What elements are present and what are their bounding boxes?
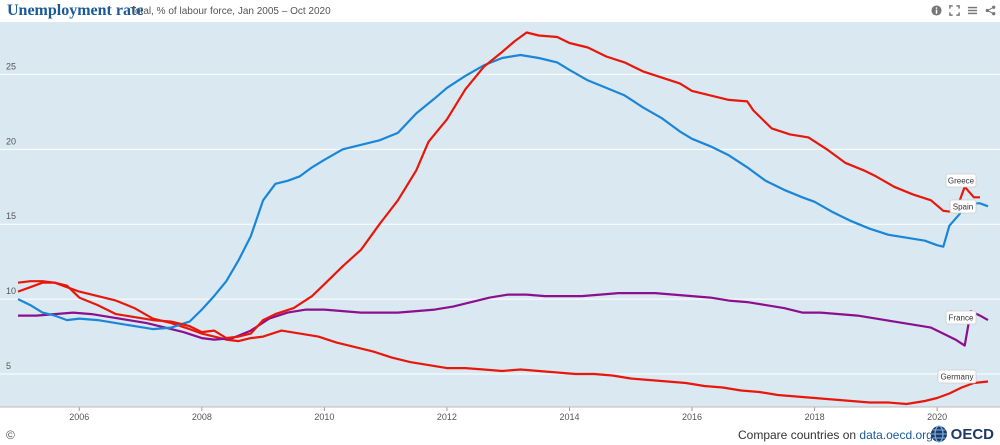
chart-subtitle: Total, % of labour force, Jan 2005 – Oct…	[130, 6, 331, 17]
x-tick-label: 2012	[437, 412, 457, 422]
compare-prefix: Compare countries on	[738, 428, 860, 442]
series-label-germany: Germany	[941, 373, 974, 382]
plot-background	[0, 22, 1000, 407]
compare-countries: Compare countries on data.oecd.org	[738, 428, 933, 442]
x-tick-label: 2016	[682, 412, 702, 422]
fullscreen-icon[interactable]	[948, 4, 960, 16]
x-tick-label: 2006	[69, 412, 89, 422]
unemployment-line-chart: 5 10 15 20 25 2006 2008 2010 2012 2014 2016 2018 202…	[0, 22, 1000, 422]
label-box-france	[945, 310, 977, 325]
y-tick-label: 25	[6, 61, 16, 71]
share-icon[interactable]	[984, 4, 996, 16]
chart-header: Unemployment rate Total, % of labour for…	[0, 0, 1000, 22]
y-tick-label: 15	[6, 211, 16, 221]
x-tick-label: 2018	[805, 412, 825, 422]
series-line-greece	[17, 31, 980, 340]
chart-footer: © Compare countries on data.oecd.org OEC…	[0, 425, 1000, 445]
chart-area: 5 10 15 20 25 2006 2008 2010 2012 2014 2016 2018 202…	[0, 22, 1000, 425]
series-line-france	[18, 292, 989, 347]
label-box-germany	[937, 369, 977, 384]
x-tick-label: 2014	[559, 412, 579, 422]
series-label-greece: Greece	[948, 177, 975, 186]
oecd-data-link[interactable]: data.oecd.org	[859, 428, 933, 442]
y-tick-label: 20	[6, 136, 16, 146]
x-tick-label: 2008	[192, 412, 212, 422]
copyright-text: ©	[6, 428, 15, 442]
series-label-spain: Spain	[953, 203, 973, 212]
oecd-logo-text: OECD	[950, 425, 994, 443]
globe-icon	[930, 425, 947, 443]
info-icon[interactable]	[930, 4, 942, 16]
label-box-greece	[945, 173, 977, 188]
chart-toolbar	[930, 4, 996, 16]
x-tick-label: 2010	[314, 412, 334, 422]
menu-icon[interactable]	[966, 4, 978, 16]
x-tick-label: 2020	[927, 412, 947, 422]
oecd-logo[interactable]: OECD	[930, 425, 994, 443]
series-label-france: France	[949, 314, 974, 323]
label-box-spain	[949, 199, 977, 214]
y-tick-label: 10	[6, 286, 16, 296]
chart-title: Unemployment rate	[7, 2, 144, 19]
y-tick-label: 5	[6, 361, 11, 371]
